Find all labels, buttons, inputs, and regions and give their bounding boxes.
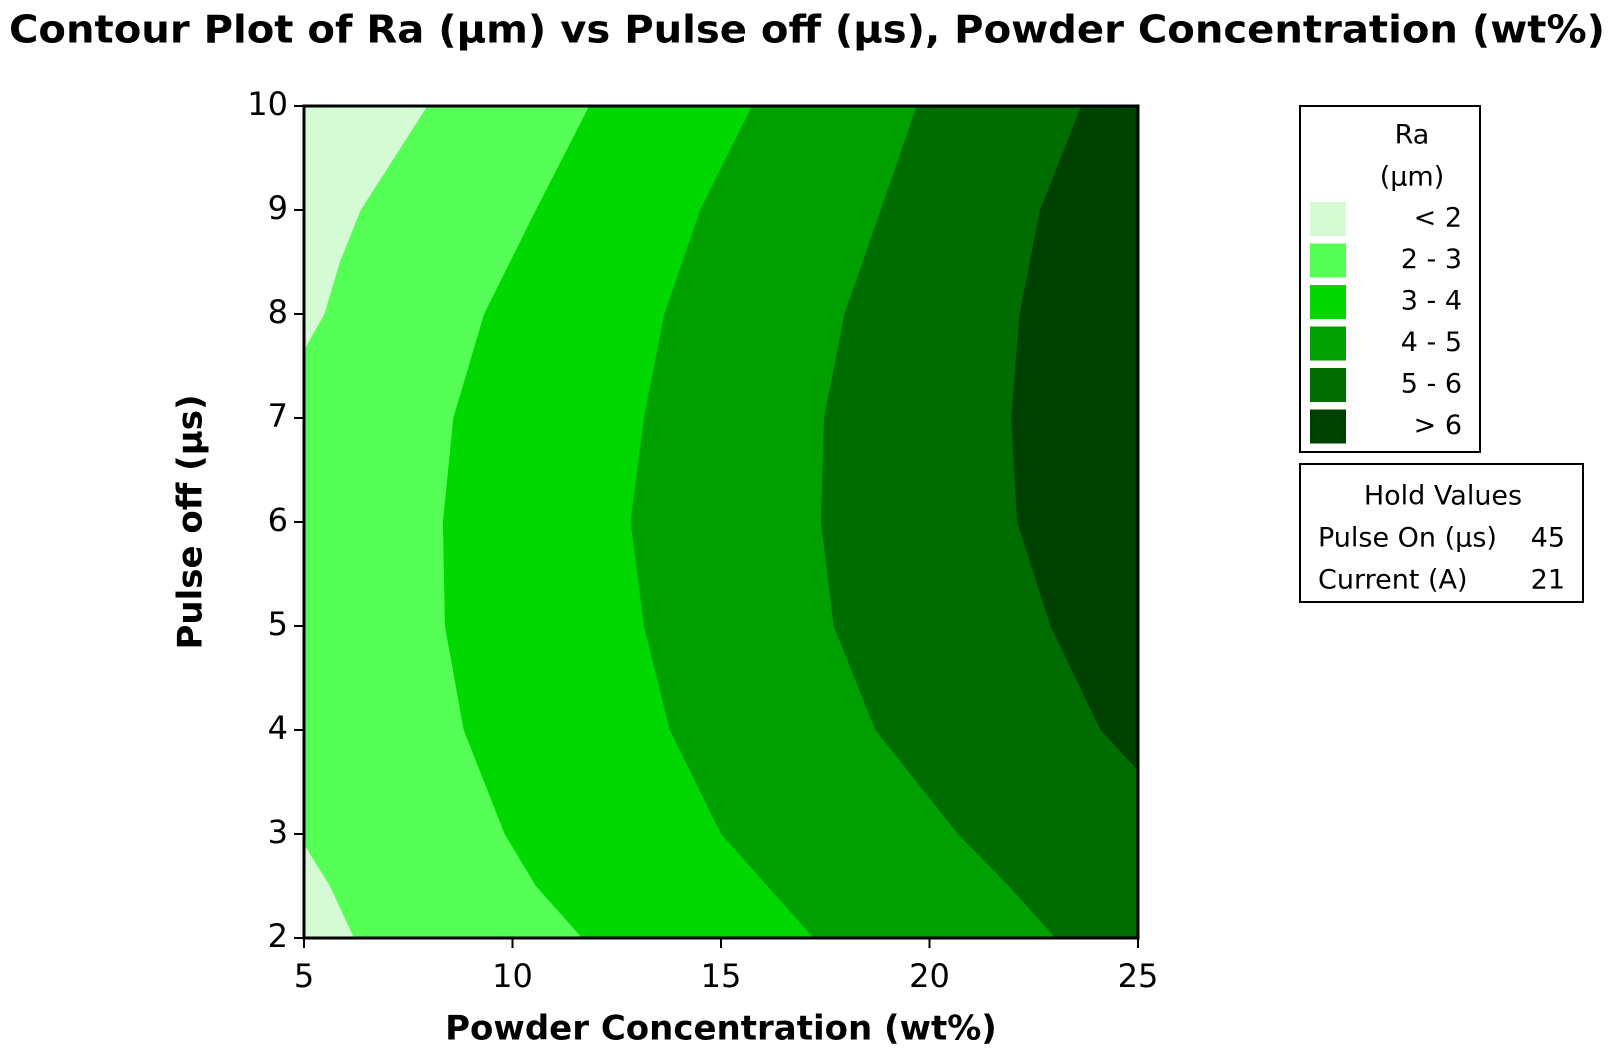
legend-label: 4 - 5 <box>1401 327 1462 358</box>
y-tick-label: 3 <box>268 813 288 851</box>
legend-label: < 2 <box>1414 203 1462 234</box>
y-tick-label: 10 <box>247 85 288 123</box>
x-axis-label: Powder Concentration (wt%) <box>445 1009 997 1049</box>
hold-value: 21 <box>1531 565 1565 596</box>
hold-title: Hold Values <box>1364 481 1522 512</box>
legend-title: Ra <box>1395 120 1430 151</box>
y-axis-label: Pulse off (µs) <box>171 395 211 650</box>
legend-label: 2 - 3 <box>1401 244 1462 275</box>
x-tick-label: 15 <box>701 957 742 995</box>
legend-title: (µm) <box>1380 162 1445 193</box>
y-tick-label: 7 <box>268 397 288 435</box>
y-tick-label: 2 <box>268 917 288 955</box>
contour-region <box>304 106 590 938</box>
hold-label: Pulse On (µs) <box>1318 523 1497 554</box>
legend-swatch <box>1310 285 1346 319</box>
x-tick-label: 5 <box>294 957 314 995</box>
chart-title: Contour Plot of Ra (µm) vs Pulse off (µs… <box>9 8 1605 52</box>
x-tick-label: 10 <box>492 957 533 995</box>
y-tick-label: 4 <box>268 709 288 747</box>
x-tick-label: 20 <box>909 957 950 995</box>
legend-label: 5 - 6 <box>1401 369 1462 400</box>
legend-swatch <box>1310 202 1346 236</box>
hold-label: Current (A) <box>1318 565 1468 596</box>
legend-swatch <box>1310 326 1346 361</box>
hold-value: 45 <box>1531 523 1565 554</box>
x-tick-label: 25 <box>1118 957 1159 995</box>
legend-label: 3 - 4 <box>1401 286 1462 317</box>
legend-swatch <box>1310 409 1346 444</box>
legend-swatch <box>1310 243 1346 278</box>
hold-box <box>1299 463 1584 603</box>
y-tick-label: 6 <box>268 501 288 539</box>
y-tick-label: 5 <box>268 605 288 643</box>
y-tick-label: 9 <box>268 189 288 227</box>
contour-region <box>304 106 428 938</box>
y-tick-label: 8 <box>268 293 288 331</box>
legend-swatch <box>1310 368 1346 402</box>
legend-label: > 6 <box>1414 410 1462 441</box>
